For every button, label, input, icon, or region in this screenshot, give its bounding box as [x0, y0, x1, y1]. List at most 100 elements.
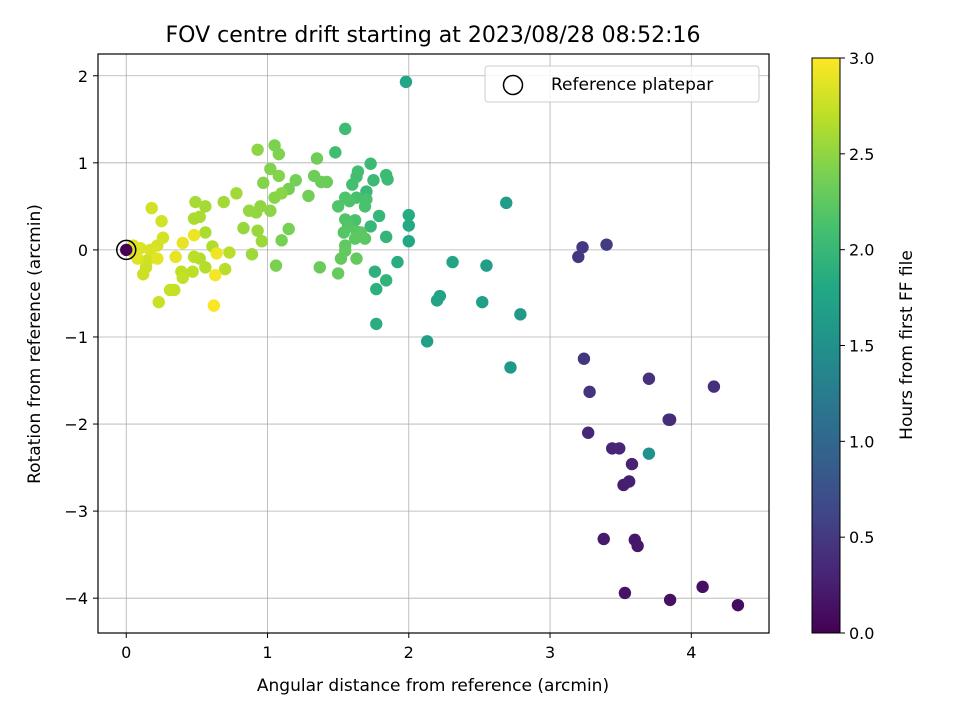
data-point [379, 230, 393, 244]
colorbar: 0.0 0.5 1.0 1.5 2.0 2.5 3.0 Hours from first F… [811, 49, 917, 643]
data-point [358, 232, 372, 245]
x-tick-label: 1 [262, 643, 272, 662]
data-point [264, 204, 277, 217]
y-tick-label: −3 [64, 502, 88, 521]
data-point [504, 361, 517, 374]
data-point [618, 586, 632, 600]
data-point [364, 157, 377, 170]
x-axis-label: Angular distance from reference (arcmin) [257, 676, 609, 696]
data-point [662, 413, 675, 426]
x-tick-label: 0 [121, 643, 131, 662]
data-point [331, 267, 345, 280]
data-point [480, 259, 493, 272]
data-point [663, 593, 677, 607]
data-point [251, 224, 264, 237]
colorbar-gradient [812, 58, 840, 633]
data-point [381, 173, 394, 186]
data-point [367, 174, 380, 187]
data-point [364, 220, 377, 233]
colorbar-tick-label: 3.0 [849, 49, 874, 68]
data-point [176, 271, 189, 284]
data-point [368, 265, 382, 278]
data-point [339, 191, 352, 204]
data-point [307, 169, 321, 183]
data-point [572, 250, 585, 264]
data-point [163, 283, 177, 297]
data-point [577, 352, 591, 365]
data-point [302, 189, 315, 203]
data-point [642, 372, 656, 385]
data-point [391, 255, 404, 269]
data-point [120, 243, 133, 257]
data-point [223, 246, 236, 259]
data-point [399, 75, 413, 89]
data-point [209, 268, 222, 282]
data-point [402, 234, 415, 248]
data-point [379, 274, 393, 287]
data-point [144, 243, 157, 257]
data-point [207, 299, 221, 312]
data-point [402, 208, 415, 222]
y-tick-label: 2 [78, 67, 88, 86]
data-point [329, 146, 342, 159]
data-point [622, 475, 636, 488]
data-point [348, 232, 362, 245]
data-point [707, 380, 721, 393]
y-tick-label: 1 [78, 154, 88, 173]
data-point [242, 204, 256, 217]
y-tick-label: −2 [64, 415, 88, 434]
colorbar-tick-label: 2.0 [849, 241, 874, 260]
data-point [255, 234, 269, 248]
data-point [189, 195, 202, 209]
x-tick-label: 4 [686, 643, 696, 662]
data-point [145, 201, 158, 215]
data-point [237, 221, 250, 235]
data-point [642, 447, 656, 460]
colorbar-tick-label: 1.0 [849, 432, 874, 451]
data-point [351, 165, 365, 178]
colorbar-tick-label: 2.5 [849, 145, 874, 164]
data-point [210, 247, 223, 260]
data-point [331, 200, 345, 213]
x-tick-label: 3 [545, 643, 555, 662]
data-point [613, 442, 626, 455]
data-point [310, 152, 324, 165]
data-point [151, 252, 164, 265]
data-point [433, 289, 447, 303]
data-point [137, 268, 150, 281]
data-point [282, 222, 295, 236]
y-axis-label: Rotation from reference (arcmin) [25, 204, 45, 484]
data-point [187, 212, 201, 225]
data-point [370, 282, 383, 296]
data-point [583, 385, 596, 399]
colorbar-label: Hours from first FF file [897, 250, 917, 440]
data-point [334, 252, 348, 265]
data-point [141, 254, 154, 267]
data-point [514, 308, 527, 321]
colorbar-ticks: 0.0 0.5 1.0 1.5 2.0 2.5 3.0 [840, 49, 874, 643]
data-point [169, 250, 182, 264]
data-point [245, 248, 259, 261]
colorbar-tick-label: 1.5 [849, 337, 874, 356]
data-point [218, 262, 232, 276]
data-point [187, 250, 201, 264]
data-point [289, 174, 302, 187]
grid [98, 54, 769, 633]
x-axis-ticks: 0 1 2 3 4 [121, 633, 696, 662]
data-point [346, 178, 359, 191]
data-point [625, 457, 639, 471]
data-points [120, 75, 745, 612]
data-point [275, 187, 288, 200]
data-point [313, 261, 326, 274]
data-point [186, 265, 199, 278]
chart-title: FOV centre drift starting at 2023/08/28 … [166, 23, 701, 48]
data-point [272, 169, 286, 183]
colorbar-tick-label: 0.5 [849, 528, 874, 547]
y-tick-label: −4 [64, 589, 88, 608]
data-point [370, 317, 383, 331]
legend-box [484, 65, 760, 103]
data-point [581, 426, 595, 439]
data-point [597, 532, 610, 546]
data-point [358, 200, 372, 213]
